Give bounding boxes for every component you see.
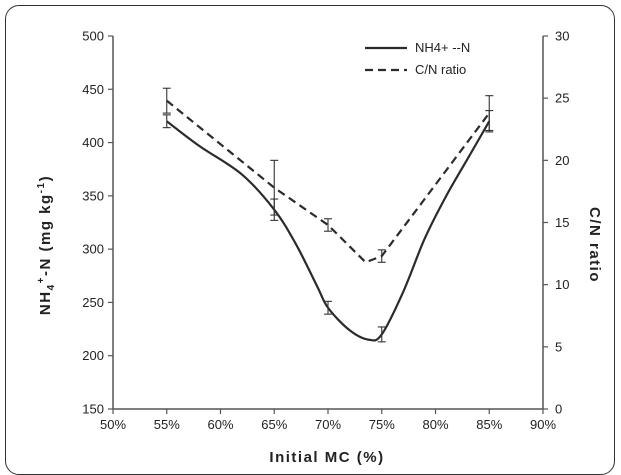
x-axis-title: Initial MC (%) xyxy=(269,449,384,466)
y-right-tick-label: 30 xyxy=(555,29,569,44)
y-left-tick-label: 350 xyxy=(82,188,104,203)
series-cn-ratio-line xyxy=(166,99,491,264)
y-left-rest: -N (mg kg xyxy=(37,193,54,276)
x-tick-label: 75% xyxy=(369,417,395,432)
cn-error-bar xyxy=(162,87,171,114)
x-tick-label: 70% xyxy=(315,417,341,432)
y-right-tick-label: 10 xyxy=(555,277,569,292)
cn-error-bar xyxy=(270,159,279,216)
y-left-sub: 4 xyxy=(46,283,57,290)
y-left-tick-label: 200 xyxy=(82,348,104,363)
y-left-tick-label: 150 xyxy=(82,402,104,417)
x-tick-label: 55% xyxy=(154,417,180,432)
nh4-error-bar xyxy=(377,326,386,343)
x-tick-label: 65% xyxy=(261,417,287,432)
y-right-tick-label: 20 xyxy=(555,153,569,168)
x-tick-label: 50% xyxy=(100,417,126,432)
nh4-error-bar xyxy=(324,300,332,315)
y-axis-right-title: C/N ratio xyxy=(586,207,603,283)
chart-frame xyxy=(5,5,615,475)
y-left-tick-label: 500 xyxy=(82,29,104,44)
y-left-end: ) xyxy=(37,175,54,182)
y-left-tick-label: 450 xyxy=(82,82,104,97)
y-left-tick-label: 400 xyxy=(82,135,104,150)
legend-label-nh4: NH4+ --N xyxy=(415,40,470,55)
y-left-main: NH xyxy=(37,290,54,315)
legend-label-cn: C/N ratio xyxy=(415,62,466,77)
y-left-sup2: -1 xyxy=(36,181,47,193)
x-tick-label: 80% xyxy=(422,417,448,432)
series-layer xyxy=(162,87,494,343)
x-tick-label: 85% xyxy=(476,417,502,432)
y-left-tick-label: 300 xyxy=(82,242,104,257)
nh4-error-bar xyxy=(162,114,171,129)
y-axis-left-title: NH4+-N (mg kg-1) xyxy=(36,175,57,315)
cn-error-bar xyxy=(485,95,494,132)
y-left-tick-label: 250 xyxy=(82,295,104,310)
y-right-tick-label: 0 xyxy=(555,402,562,417)
legend: NH4+ --N C/N ratio xyxy=(365,40,470,77)
x-tick-label: 90% xyxy=(530,417,556,432)
x-tick-label: 60% xyxy=(207,417,233,432)
axes: 50% 55% 60% 65% 70% 75% 80% 85% 90%1502002503003… xyxy=(82,29,569,433)
cn-error-bar xyxy=(324,218,332,232)
y-left-sup: + xyxy=(36,276,47,283)
y-right-tick-label: 25 xyxy=(555,91,569,106)
series-nh4-line xyxy=(166,120,491,342)
y-right-tick-label: 5 xyxy=(555,339,562,354)
cn-error-bar xyxy=(377,249,386,263)
y-right-tick-label: 15 xyxy=(555,215,569,230)
